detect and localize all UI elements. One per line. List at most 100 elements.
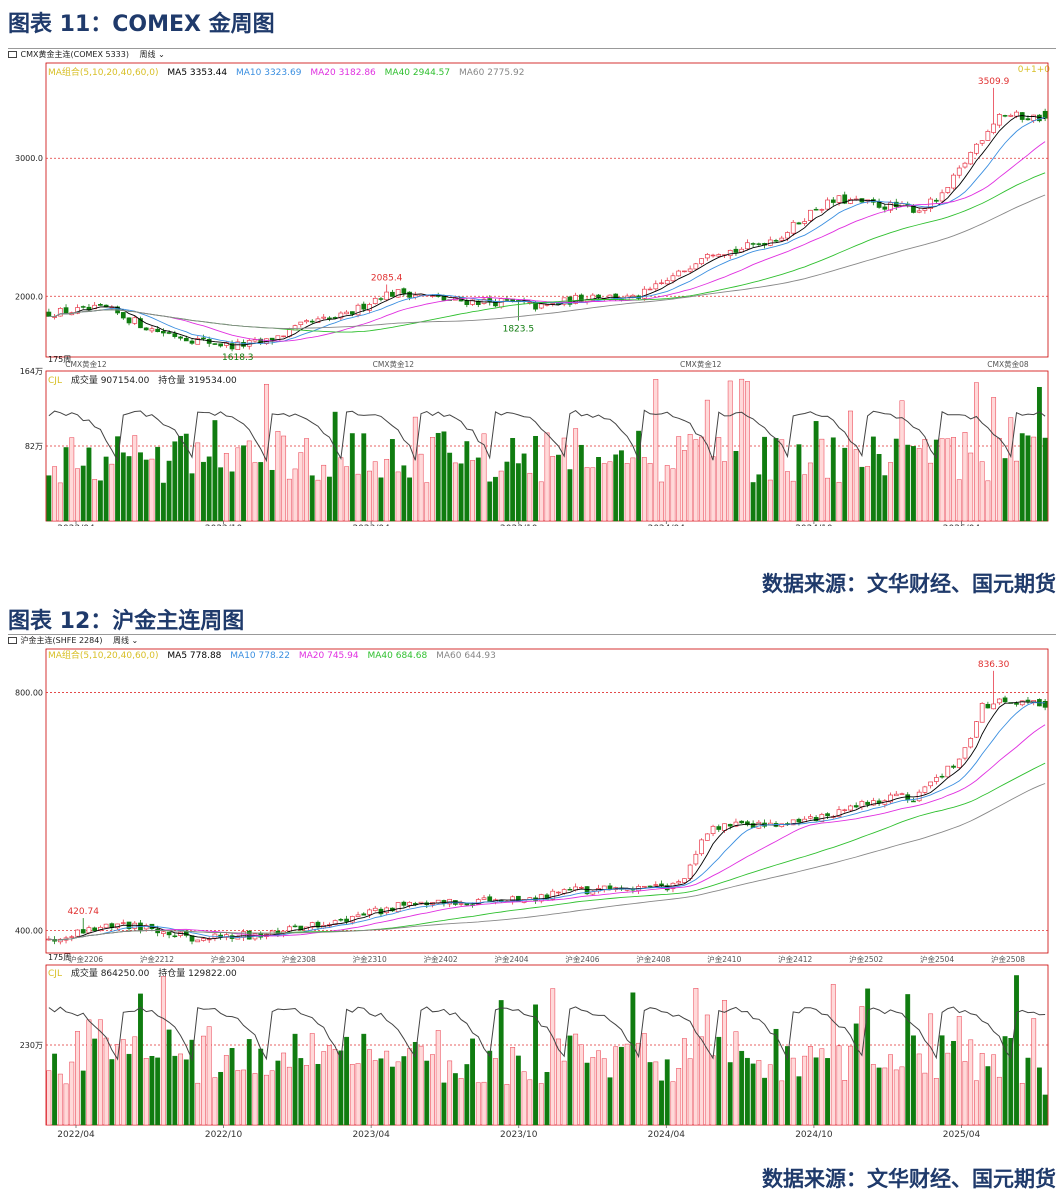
volume-bar <box>63 1083 69 1126</box>
ma5-line <box>48 115 1046 346</box>
volume-bar <box>538 1083 544 1126</box>
candle-body <box>201 938 206 941</box>
candle-body <box>956 758 962 768</box>
volume-bar <box>1002 1036 1008 1126</box>
volume-bar <box>515 1055 521 1126</box>
volume-bar <box>475 1082 481 1126</box>
volume-bar <box>870 436 876 522</box>
figure-title: 图表 12：沪金主连周图 <box>8 609 245 634</box>
candle-body <box>344 311 349 315</box>
volume-bar <box>830 437 836 522</box>
volume-bar <box>69 437 75 522</box>
candle-body <box>464 903 470 906</box>
candle-body <box>475 899 481 905</box>
volume-bar <box>750 482 756 522</box>
x-tick-label: 2025/04 <box>943 1130 981 1140</box>
candle-body <box>475 300 481 305</box>
vol-indicator[interactable]: CJL <box>48 969 62 979</box>
volume-bar <box>613 454 619 522</box>
period-label[interactable]: 周线 <box>113 636 129 645</box>
volume-bar <box>115 1044 120 1126</box>
volume-bar <box>321 1051 327 1126</box>
volume-bar <box>126 1053 132 1126</box>
candle-body <box>962 162 968 168</box>
volume-tick-label: 164万 <box>20 367 43 376</box>
candle-body <box>699 258 704 265</box>
volume-bar <box>664 465 670 522</box>
candle-body <box>916 210 922 213</box>
candle-body <box>830 199 836 203</box>
volume-bar <box>1025 435 1031 522</box>
volume-bar <box>315 479 321 522</box>
candle-body <box>218 343 223 347</box>
volume-bar <box>481 433 487 522</box>
chevron-down-icon[interactable]: ⌄ <box>158 50 165 59</box>
candle-body <box>149 328 155 332</box>
candle-body <box>859 801 865 808</box>
volume-bar <box>412 416 418 522</box>
volume-bar <box>92 1038 98 1126</box>
candle-body <box>693 263 699 270</box>
volume-bar <box>859 1006 865 1126</box>
candle-body <box>361 303 367 310</box>
candle-body <box>178 336 183 339</box>
candle-body <box>338 919 344 921</box>
candle-body <box>991 703 996 710</box>
volume-bar <box>355 473 361 522</box>
candle-body <box>349 311 355 315</box>
candle-body <box>195 939 201 943</box>
candle-body <box>682 270 687 273</box>
comex-chart-panel: CMX黄金主连(COMEX 5333) 周线 ⌄ MA组合(5,10,20,40… <box>8 48 1056 526</box>
candle-body <box>538 894 544 902</box>
candle-body <box>355 914 361 917</box>
candle-body <box>166 332 172 334</box>
candle-body <box>693 853 699 865</box>
candle-body <box>103 923 109 929</box>
volume-bar <box>475 457 481 522</box>
candle-body <box>172 333 178 337</box>
volume-bar <box>458 1078 464 1126</box>
candle-body <box>699 839 704 855</box>
volume-bar <box>304 438 309 522</box>
ma-group-label[interactable]: MA组合(5,10,20,40,60,0) <box>48 651 159 661</box>
volume-bar <box>504 461 510 522</box>
period-label[interactable]: 周线 <box>139 50 156 59</box>
volume-bar <box>578 444 584 522</box>
candle-body <box>92 927 98 931</box>
candle-body <box>189 340 195 344</box>
volume-bar <box>183 1059 189 1126</box>
volume-bar <box>773 1028 779 1126</box>
volume-bar <box>607 1077 613 1126</box>
candle-body <box>166 931 172 936</box>
volume-bar <box>722 1000 727 1126</box>
volume-bar <box>452 1073 458 1126</box>
volume-bar <box>470 460 475 522</box>
volume-bar <box>538 481 544 522</box>
chevron-down-icon[interactable]: ⌄ <box>131 636 139 645</box>
candle-body <box>550 890 556 900</box>
x-tick-label: 2022/04 <box>57 524 95 526</box>
volume-bar <box>819 1048 825 1126</box>
volume-bar <box>235 1070 241 1126</box>
candle-body <box>212 343 218 345</box>
candle-body <box>848 199 853 204</box>
x-tick-label: 2025/04 <box>943 524 981 526</box>
volume-bar <box>561 437 567 522</box>
instrument-label: 沪金主连(SHFE 2284) <box>20 636 103 645</box>
vol-indicator[interactable]: CJL <box>48 376 62 386</box>
candle-body <box>138 318 143 329</box>
candle-body <box>808 816 813 819</box>
volume-bar <box>750 1063 756 1126</box>
volume-bar <box>46 475 52 522</box>
volume-bar <box>704 1014 710 1126</box>
volume-bar <box>624 1043 630 1126</box>
ma-group-label[interactable]: MA组合(5,10,20,40,60,0) <box>48 68 159 78</box>
volume-bar <box>962 1061 968 1126</box>
x-tick-label: 2022/04 <box>57 1130 95 1140</box>
candle-body <box>390 291 395 297</box>
volume-bar <box>641 457 647 522</box>
volume-bar <box>1008 1038 1014 1126</box>
volume-bar <box>561 1060 567 1126</box>
volume-bar <box>968 452 974 522</box>
volume-bar <box>727 380 733 522</box>
